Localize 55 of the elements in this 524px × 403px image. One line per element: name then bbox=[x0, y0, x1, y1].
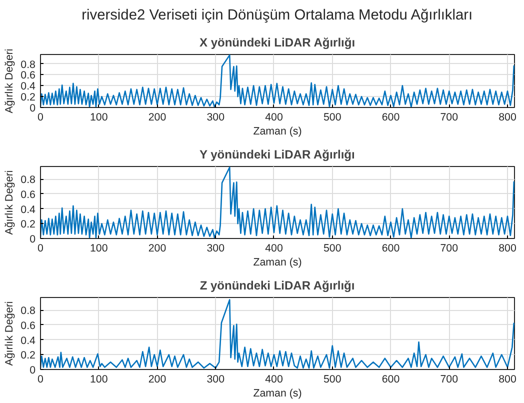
x-tick-label: 700 bbox=[440, 242, 458, 254]
x-tick-label: 0 bbox=[38, 112, 44, 124]
y-tick-label: 0.6 bbox=[20, 320, 36, 332]
x-tick-label: 200 bbox=[148, 242, 166, 254]
chart-title: riverside2 Veriseti için Dönüşüm Ortalama Metodu Ağırlıkları bbox=[82, 8, 473, 24]
x-axis-title: Zaman (s) bbox=[253, 388, 302, 400]
x-axis-title: Zaman (s) bbox=[253, 126, 302, 138]
x-tick-label: 400 bbox=[265, 112, 283, 124]
chart-subtitle: X yönündeki LiDAR Ağırlığı bbox=[199, 36, 356, 50]
x-tick-label: 800 bbox=[498, 112, 516, 124]
x-tick-label: 300 bbox=[206, 112, 225, 124]
x-tick-label: 500 bbox=[323, 112, 342, 124]
x-tick-label: 500 bbox=[323, 242, 342, 254]
x-tick-label: 600 bbox=[382, 112, 400, 124]
x-tick-label: 700 bbox=[440, 374, 458, 386]
y-axis-title: Ağırlık Değeri bbox=[4, 48, 16, 114]
x-tick-label: 600 bbox=[382, 242, 400, 254]
y-tick-label: 0.4 bbox=[20, 334, 36, 347]
x-tick-label: 0 bbox=[38, 242, 44, 254]
y-tick-label: 0.8 bbox=[20, 174, 36, 186]
x-tick-label: 300 bbox=[206, 374, 225, 386]
x-tick-label: 100 bbox=[90, 374, 108, 386]
y-tick-label: 0.6 bbox=[20, 70, 36, 82]
x-tick-label: 100 bbox=[90, 242, 108, 254]
x-tick-label: 700 bbox=[440, 112, 458, 124]
line-series bbox=[40, 166, 514, 238]
y-tick-label: 0.6 bbox=[20, 188, 36, 201]
x-tick-label: 600 bbox=[382, 374, 400, 386]
x-tick-label: 800 bbox=[498, 374, 516, 386]
x-tick-label: 200 bbox=[148, 374, 166, 386]
y-tick-label: 0.2 bbox=[20, 92, 36, 104]
line-series bbox=[40, 54, 514, 108]
y-tick-label: 0 bbox=[30, 234, 36, 246]
y-tick-label: 0.2 bbox=[20, 218, 36, 231]
x-tick-label: 500 bbox=[323, 374, 342, 386]
x-tick-label: 200 bbox=[148, 112, 166, 124]
line-series bbox=[40, 299, 514, 369]
y-axis-title: Ağırlık Değeri bbox=[4, 301, 16, 366]
y-tick-label: 0.2 bbox=[20, 350, 36, 362]
x-tick-label: 800 bbox=[498, 242, 516, 254]
y-tick-label: 0.8 bbox=[20, 58, 36, 71]
y-tick-label: 0 bbox=[30, 102, 36, 114]
chart-title: Z yönündeki LiDAR Ağırlığı bbox=[200, 278, 355, 292]
chart-title: Y yönündeki LiDAR Ağırlığı bbox=[199, 148, 355, 162]
y-tick-label: 0 bbox=[30, 364, 36, 376]
x-tick-label: 100 bbox=[90, 112, 108, 124]
y-tick-label: 0.4 bbox=[20, 204, 36, 216]
y-tick-label: 0.4 bbox=[20, 80, 36, 93]
y-axis-title: Ağırlık Değeri bbox=[4, 170, 16, 235]
x-tick-label: 400 bbox=[265, 242, 283, 254]
y-tick-label: 0.8 bbox=[20, 305, 36, 318]
x-axis-title: Zaman (s) bbox=[253, 256, 302, 268]
x-tick-label: 0 bbox=[38, 374, 44, 386]
x-tick-label: 300 bbox=[206, 242, 225, 254]
x-tick-label: 400 bbox=[265, 374, 283, 386]
